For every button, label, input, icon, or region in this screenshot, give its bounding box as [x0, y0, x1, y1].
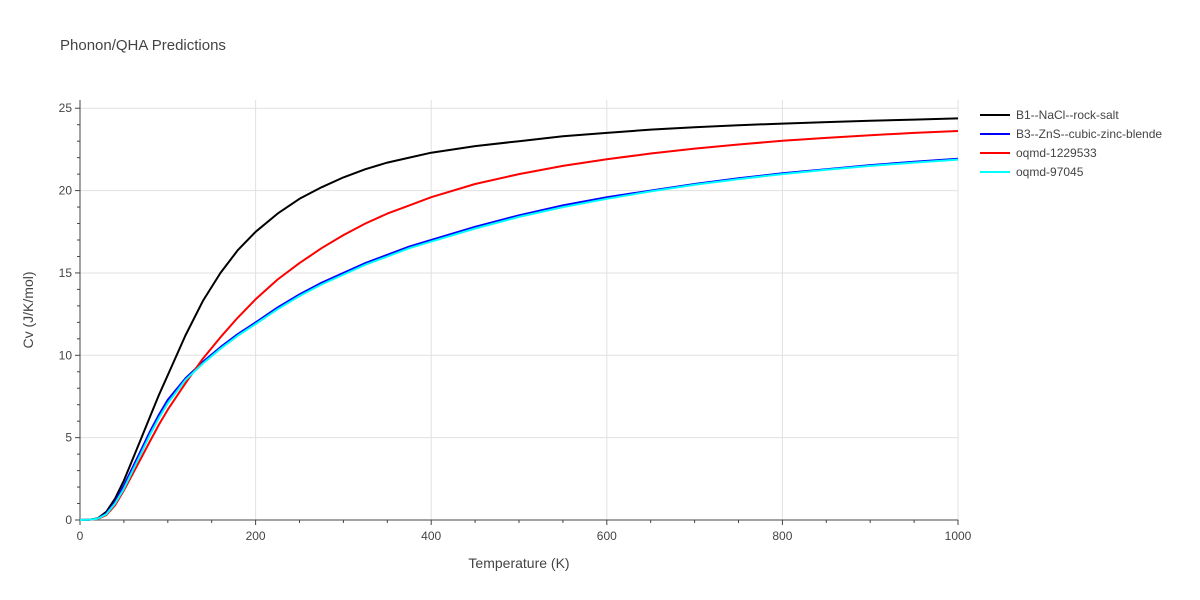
x-tick-label: 0: [77, 529, 84, 543]
legend[interactable]: B1--NaCl--rock-salt B3--ZnS--cubic-zinc-b…: [980, 108, 1162, 179]
legend-label: oqmd-1229533: [1016, 146, 1097, 160]
y-tick-label: 10: [59, 348, 73, 362]
y-tick-label: 20: [59, 184, 73, 198]
y-tick-label: 25: [59, 101, 73, 115]
axes: 0 200 400 600 800 1000 0 5 10 15 20 25: [59, 100, 972, 543]
y-axis-title: Cv (J/K/mol): [20, 272, 36, 349]
y-tick-label: 15: [59, 266, 73, 280]
legend-item-2[interactable]: oqmd-1229533: [980, 146, 1097, 160]
series-line-1[interactable]: [79, 157, 959, 521]
series-line-3[interactable]: [79, 158, 959, 521]
x-axis-title: Temperature (K): [468, 555, 569, 571]
series-line-2[interactable]: [79, 130, 959, 521]
x-tick-label: 600: [597, 529, 617, 543]
x-tick-label: 400: [421, 529, 441, 543]
series-line-0[interactable]: [79, 117, 959, 521]
legend-item-0[interactable]: B1--NaCl--rock-salt: [980, 108, 1119, 122]
x-tick-label: 800: [772, 529, 792, 543]
x-tick-label: 1000: [945, 529, 972, 543]
legend-label: B3--ZnS--cubic-zinc-blende: [1016, 127, 1162, 141]
chart-title: Phonon/QHA Predictions: [60, 37, 226, 54]
legend-item-3[interactable]: oqmd-97045: [980, 165, 1084, 179]
grid-lines: [80, 100, 959, 520]
x-tick-label: 200: [246, 529, 266, 543]
legend-label: B1--NaCl--rock-salt: [1016, 108, 1119, 122]
legend-item-1[interactable]: B3--ZnS--cubic-zinc-blende: [980, 127, 1162, 141]
plot-area: [79, 117, 959, 521]
legend-label: oqmd-97045: [1016, 165, 1084, 179]
y-tick-label: 0: [65, 513, 72, 527]
y-tick-label: 5: [65, 431, 72, 445]
